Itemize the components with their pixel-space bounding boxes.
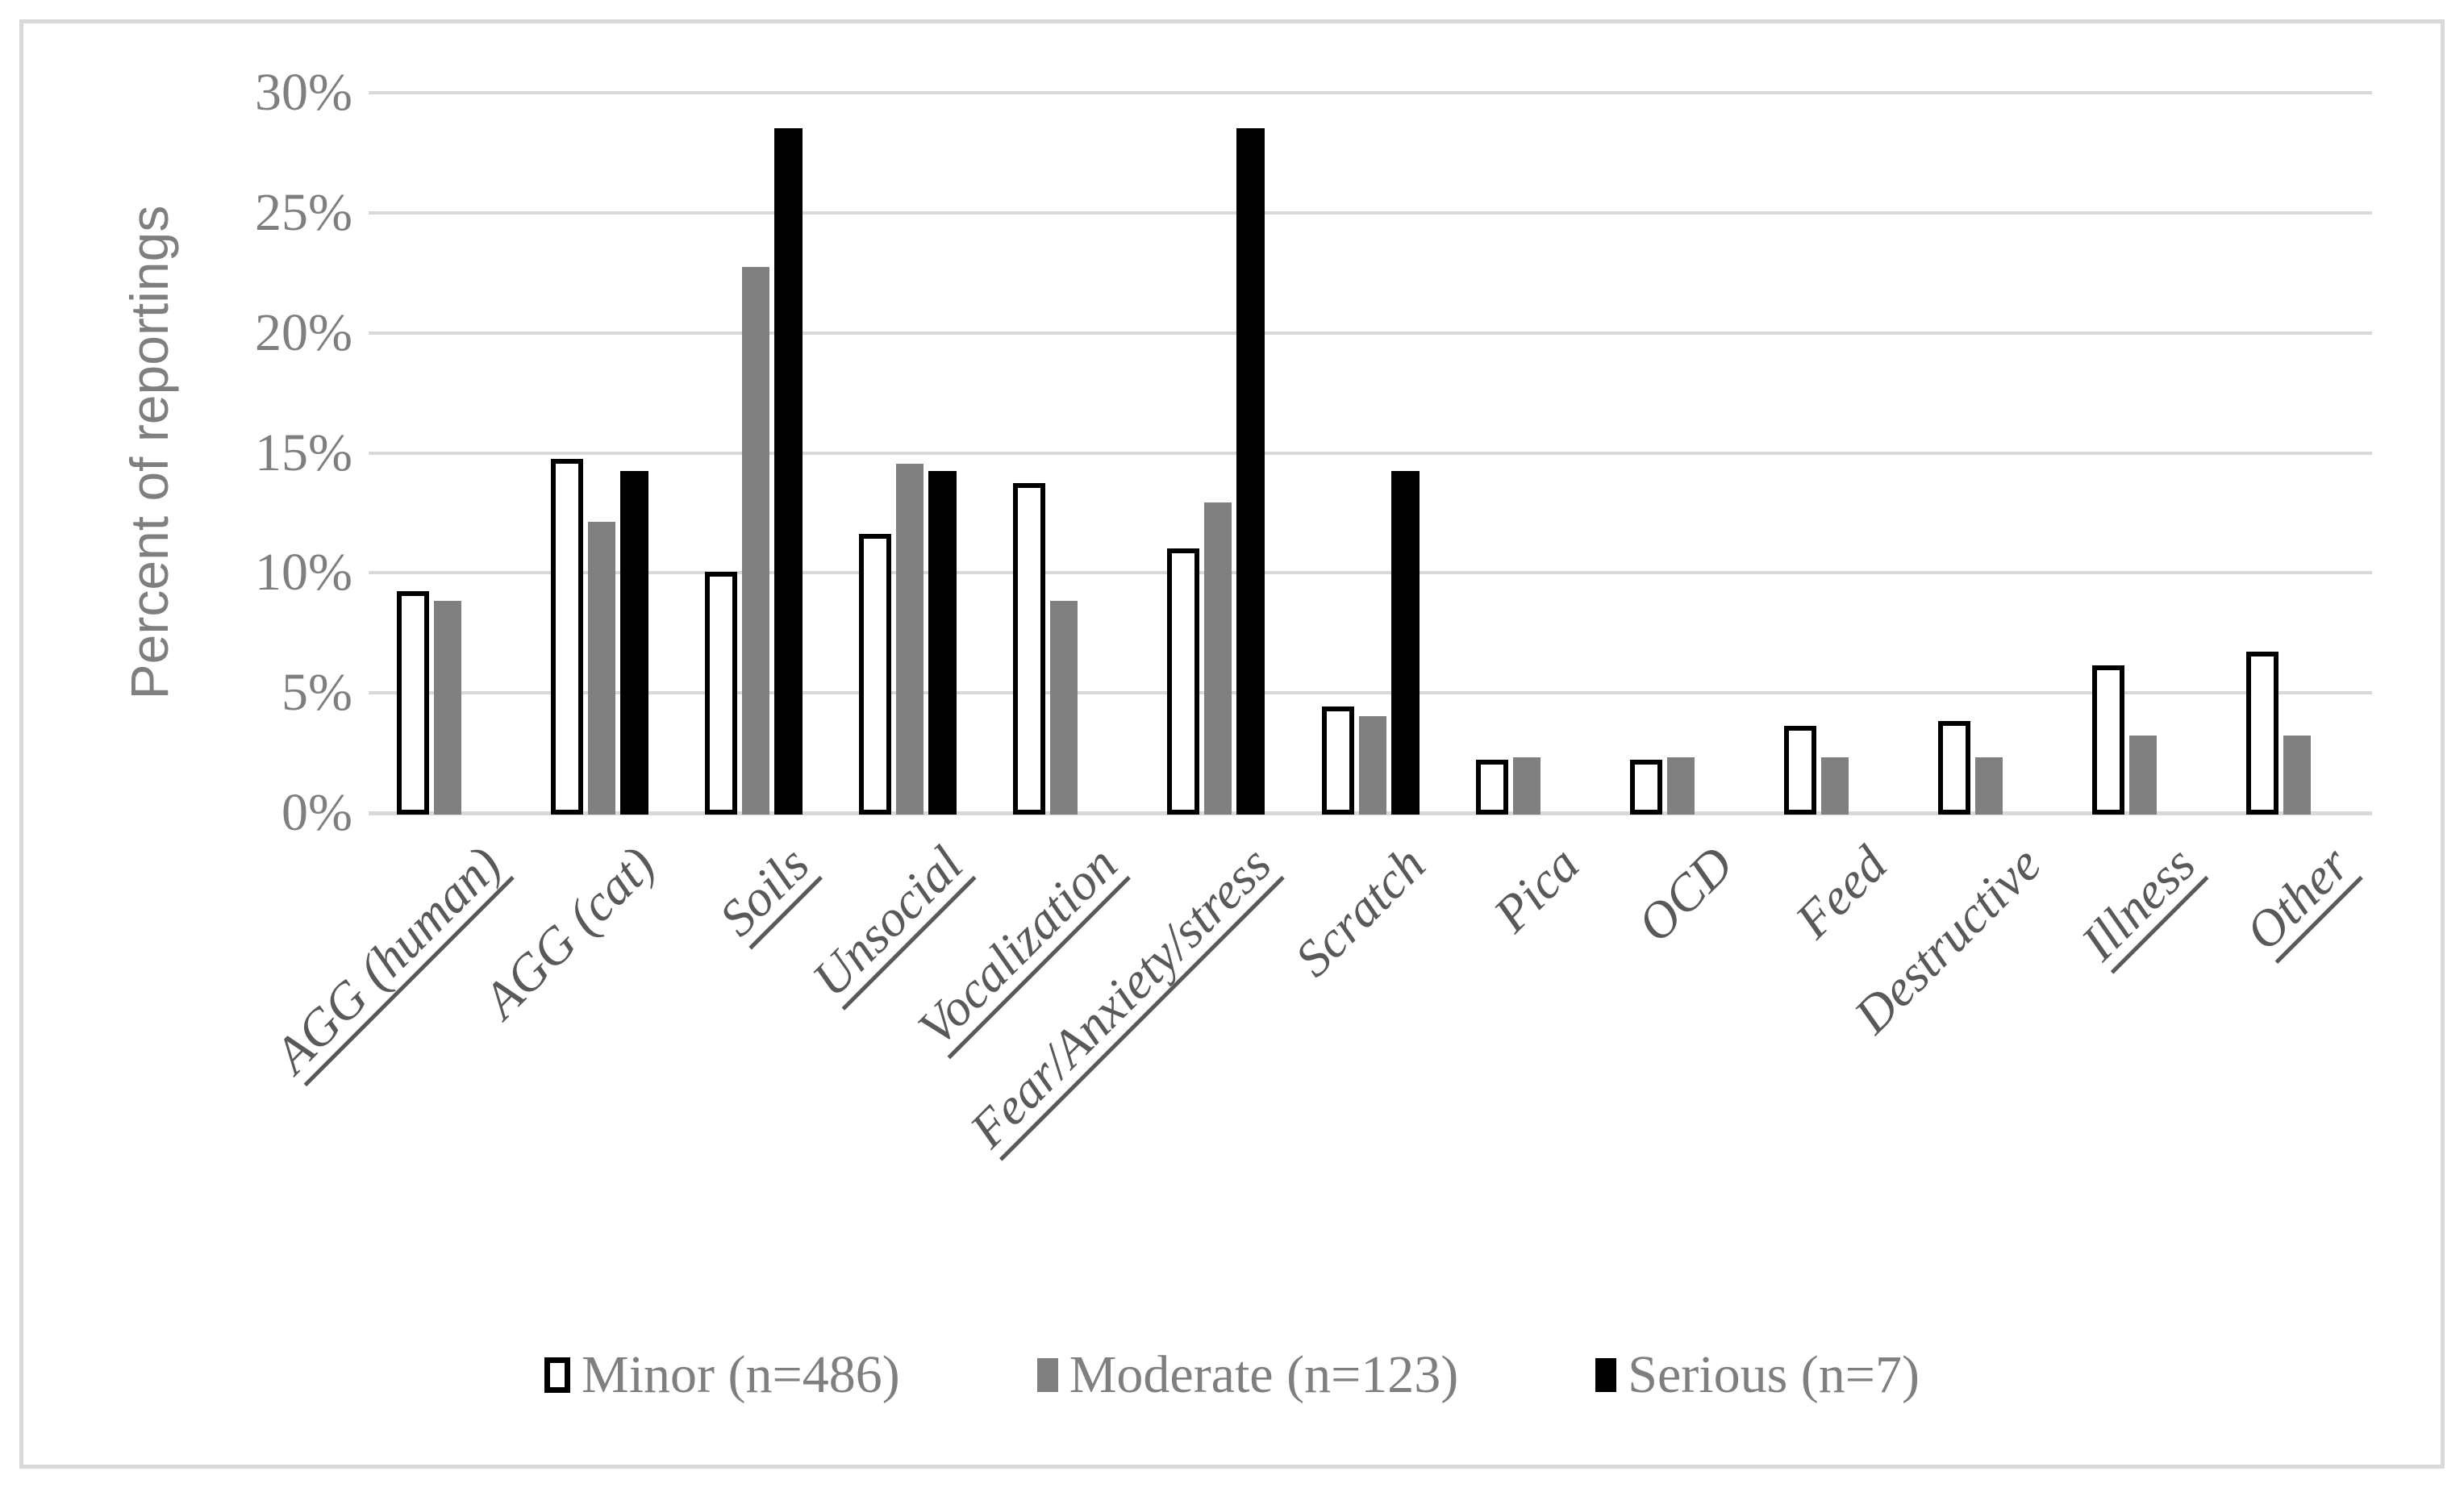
bar-group-agg-human <box>394 94 497 815</box>
bar-group-scratch <box>1320 94 1422 815</box>
bar-moderate-agg-human <box>434 601 461 815</box>
bar-moderate-scratch <box>1359 716 1386 815</box>
legend-swatch-moderate-icon <box>1036 1358 1058 1392</box>
bar-serious-unsocial <box>928 471 957 815</box>
y-tick-label-0pct: 0% <box>281 783 352 842</box>
bar-moderate-feed <box>1821 757 1849 815</box>
y-tick-label-20pct: 20% <box>255 303 352 362</box>
bar-moderate-pica <box>1513 757 1541 815</box>
bar-minor-destructive <box>1938 721 1970 815</box>
bar-moderate-fear-anxiety-stress <box>1204 502 1232 815</box>
legend-item-moderate: Moderate (n=123) <box>1036 1344 1459 1406</box>
bar-minor-illness <box>2092 665 2124 815</box>
bar-group-ocd <box>1628 94 1730 815</box>
gridline-5pct <box>369 691 2372 694</box>
gridline-20pct <box>369 331 2372 335</box>
bar-minor-ocd <box>1630 760 1662 815</box>
bar-minor-feed <box>1784 726 1816 815</box>
bar-minor-pica <box>1476 760 1508 815</box>
bar-group-illness <box>2090 94 2192 815</box>
gridline-30pct <box>369 91 2372 94</box>
bar-moderate-destructive <box>1975 757 2003 815</box>
legend-item-minor: Minor (n=486) <box>544 1344 900 1406</box>
legend: Minor (n=486) Moderate (n=123) Serious (n=… <box>0 1327 2464 1423</box>
bar-group-soils <box>703 94 805 815</box>
legend-swatch-minor-icon <box>544 1357 571 1393</box>
bar-group-fear-anxiety-stress <box>1165 94 1267 815</box>
bar-minor-other <box>2246 652 2278 815</box>
bar-moderate-vocalization <box>1050 601 1078 815</box>
bar-group-vocalization <box>1011 94 1113 815</box>
bar-moderate-unsocial <box>896 464 923 815</box>
bar-group-feed <box>1782 94 1884 815</box>
bar-moderate-soils <box>742 267 769 815</box>
bar-minor-soils <box>705 572 737 815</box>
legend-label: Minor (n=486) <box>582 1345 900 1404</box>
bar-minor-unsocial <box>859 534 891 815</box>
bar-minor-agg-cat <box>551 459 583 815</box>
bar-serious-fear-anxiety-stress <box>1236 128 1265 815</box>
bar-minor-fear-anxiety-stress <box>1167 548 1199 815</box>
y-tick-label-30pct: 30% <box>255 63 352 122</box>
gridline-10pct <box>369 571 2372 574</box>
y-tick-label-15pct: 15% <box>255 423 352 482</box>
bar-serious-scratch <box>1391 471 1420 815</box>
bar-moderate-ocd <box>1667 757 1695 815</box>
bar-group-other <box>2244 94 2346 815</box>
bar-group-destructive <box>1936 94 2038 815</box>
legend-swatch-serious-icon <box>1595 1358 1617 1392</box>
bar-group-unsocial <box>857 94 959 815</box>
bar-moderate-agg-cat <box>588 522 615 815</box>
bar-serious-soils <box>774 128 803 815</box>
y-tick-label-5pct: 5% <box>281 663 352 722</box>
legend-item-serious: Serious (n=7) <box>1595 1344 1920 1406</box>
legend-label: Serious (n=7) <box>1628 1345 1920 1404</box>
gridline-25pct <box>369 211 2372 215</box>
bar-serious-agg-cat <box>620 471 648 815</box>
gridline-15pct <box>369 452 2372 455</box>
bar-group-pica <box>1474 94 1576 815</box>
bar-moderate-illness <box>2129 736 2157 815</box>
bar-moderate-other <box>2283 736 2311 815</box>
y-tick-label-25pct: 25% <box>255 183 352 242</box>
y-tick-label-10pct: 10% <box>255 543 352 602</box>
bar-minor-agg-human <box>397 591 429 815</box>
bar-group-agg-cat <box>548 94 651 815</box>
bar-minor-vocalization <box>1013 483 1045 815</box>
legend-label: Moderate (n=123) <box>1069 1345 1459 1404</box>
bar-minor-scratch <box>1322 706 1354 815</box>
